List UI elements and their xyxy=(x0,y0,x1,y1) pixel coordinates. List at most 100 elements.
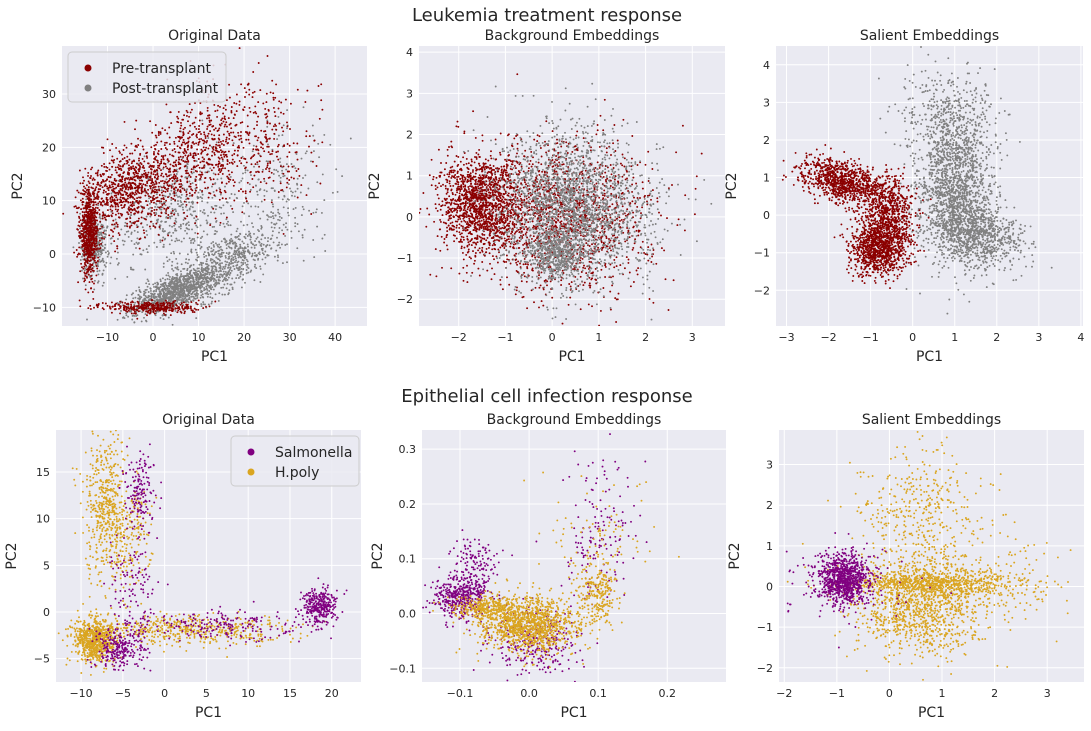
data-point xyxy=(115,203,118,206)
data-point xyxy=(273,255,276,258)
data-point xyxy=(227,255,230,258)
data-point xyxy=(139,166,142,168)
data-point xyxy=(113,179,116,182)
data-point xyxy=(127,213,130,216)
data-point xyxy=(98,213,101,216)
data-point xyxy=(236,197,239,200)
data-point xyxy=(241,121,244,124)
data-point xyxy=(100,223,103,226)
data-point xyxy=(242,224,245,227)
data-point xyxy=(135,170,138,173)
data-point xyxy=(84,263,87,266)
data-point xyxy=(211,258,214,261)
data-point xyxy=(221,164,224,167)
data-point xyxy=(255,267,258,270)
data-point xyxy=(79,182,82,185)
data-point xyxy=(96,235,99,238)
data-point xyxy=(185,223,187,226)
data-point xyxy=(257,258,259,261)
data-point xyxy=(161,127,164,130)
data-point xyxy=(104,236,107,239)
data-point xyxy=(224,118,227,121)
data-point xyxy=(175,170,178,172)
data-point xyxy=(219,264,222,267)
data-point xyxy=(272,241,275,244)
data-point xyxy=(208,245,211,248)
data-point xyxy=(207,196,210,199)
data-point xyxy=(196,232,199,235)
data-point xyxy=(131,200,134,203)
data-point xyxy=(143,155,146,158)
data-point xyxy=(86,245,89,248)
data-point xyxy=(111,223,114,226)
data-point xyxy=(148,166,151,168)
data-point xyxy=(208,119,211,122)
data-point xyxy=(180,121,182,124)
data-point xyxy=(266,162,269,165)
data-point xyxy=(235,245,238,248)
data-point xyxy=(111,159,114,162)
data-point xyxy=(159,316,162,319)
data-point xyxy=(277,256,280,259)
data-point xyxy=(151,199,154,202)
data-point xyxy=(190,251,193,254)
data-point xyxy=(287,183,290,186)
data-point xyxy=(226,163,229,166)
data-point xyxy=(128,178,131,181)
data-point xyxy=(134,221,137,223)
data-point xyxy=(138,184,140,187)
data-point xyxy=(201,156,204,159)
data-point xyxy=(121,176,124,179)
data-point xyxy=(96,197,99,200)
data-point xyxy=(171,179,174,182)
data-point xyxy=(124,181,127,184)
data-point xyxy=(302,208,305,211)
data-point xyxy=(88,224,90,227)
data-point xyxy=(93,208,96,211)
data-point xyxy=(92,231,95,234)
data-point xyxy=(253,165,255,168)
data-point xyxy=(272,217,275,220)
data-point xyxy=(201,200,204,203)
data-point xyxy=(188,224,190,227)
data-point xyxy=(170,196,173,199)
data-point xyxy=(149,168,152,170)
data-point xyxy=(93,210,96,213)
data-point xyxy=(88,229,91,232)
data-point xyxy=(201,122,204,125)
data-point xyxy=(221,280,224,283)
data-point xyxy=(262,168,264,171)
data-point xyxy=(178,167,181,170)
data-point xyxy=(296,187,299,190)
data-point xyxy=(158,201,161,204)
data-point xyxy=(131,208,134,211)
data-point xyxy=(93,192,96,195)
data-point xyxy=(149,227,152,230)
data-point xyxy=(86,211,89,214)
data-point xyxy=(176,284,179,287)
data-point xyxy=(218,127,221,130)
data-point xyxy=(117,238,119,240)
data-point xyxy=(280,243,283,246)
data-point xyxy=(186,232,188,235)
data-point xyxy=(234,235,237,238)
data-point xyxy=(206,222,209,225)
data-point xyxy=(145,288,148,291)
data-point xyxy=(199,189,202,191)
data-point xyxy=(239,275,242,278)
data-point xyxy=(105,202,108,205)
data-point xyxy=(178,225,181,228)
data-point xyxy=(124,233,127,236)
data-point xyxy=(128,186,130,189)
data-point xyxy=(206,295,209,298)
data-point xyxy=(219,149,222,152)
data-point xyxy=(123,190,126,193)
data-point xyxy=(113,177,116,180)
data-point xyxy=(176,212,179,215)
data-point xyxy=(164,147,167,149)
data-point xyxy=(217,129,220,132)
data-point xyxy=(217,144,220,147)
data-point xyxy=(115,222,118,224)
data-point xyxy=(245,272,248,275)
data-point xyxy=(167,187,170,190)
